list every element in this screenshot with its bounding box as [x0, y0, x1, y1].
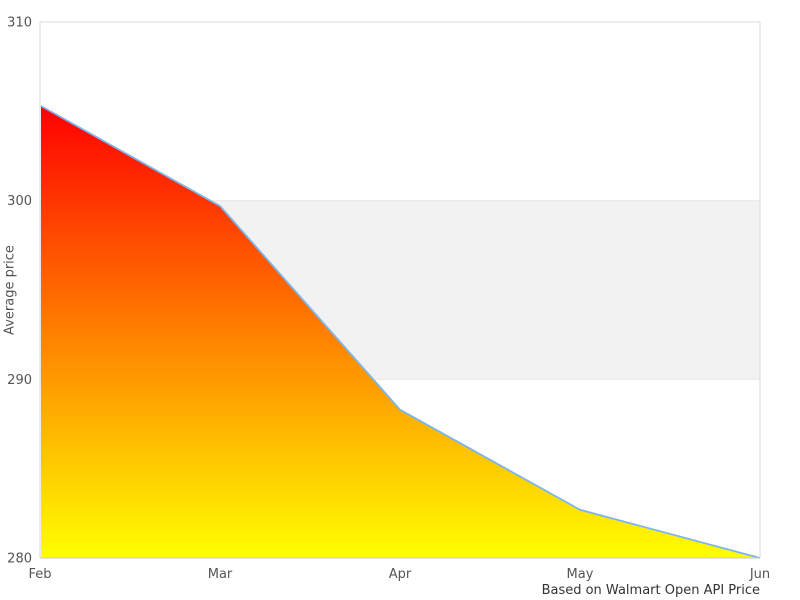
x-tick-label: Feb [28, 567, 51, 582]
y-tick-label: 290 [7, 373, 32, 388]
y-axis-title: Average price [2, 245, 18, 335]
price-area-series [41, 105, 760, 559]
y-tick-label: 300 [7, 194, 32, 209]
price-line-series [40, 105, 761, 559]
x-tick-label: Jun [749, 567, 770, 582]
x-tick-label: May [567, 567, 594, 582]
y-tick-label: 280 [7, 552, 32, 567]
chart-caption: Based on Walmart Open API Price [541, 583, 760, 598]
plot-border [39, 21, 761, 558]
x-tick-label: Mar [208, 567, 233, 582]
y-tick-label: 310 [7, 16, 32, 31]
x-tick-label: Apr [389, 567, 412, 582]
